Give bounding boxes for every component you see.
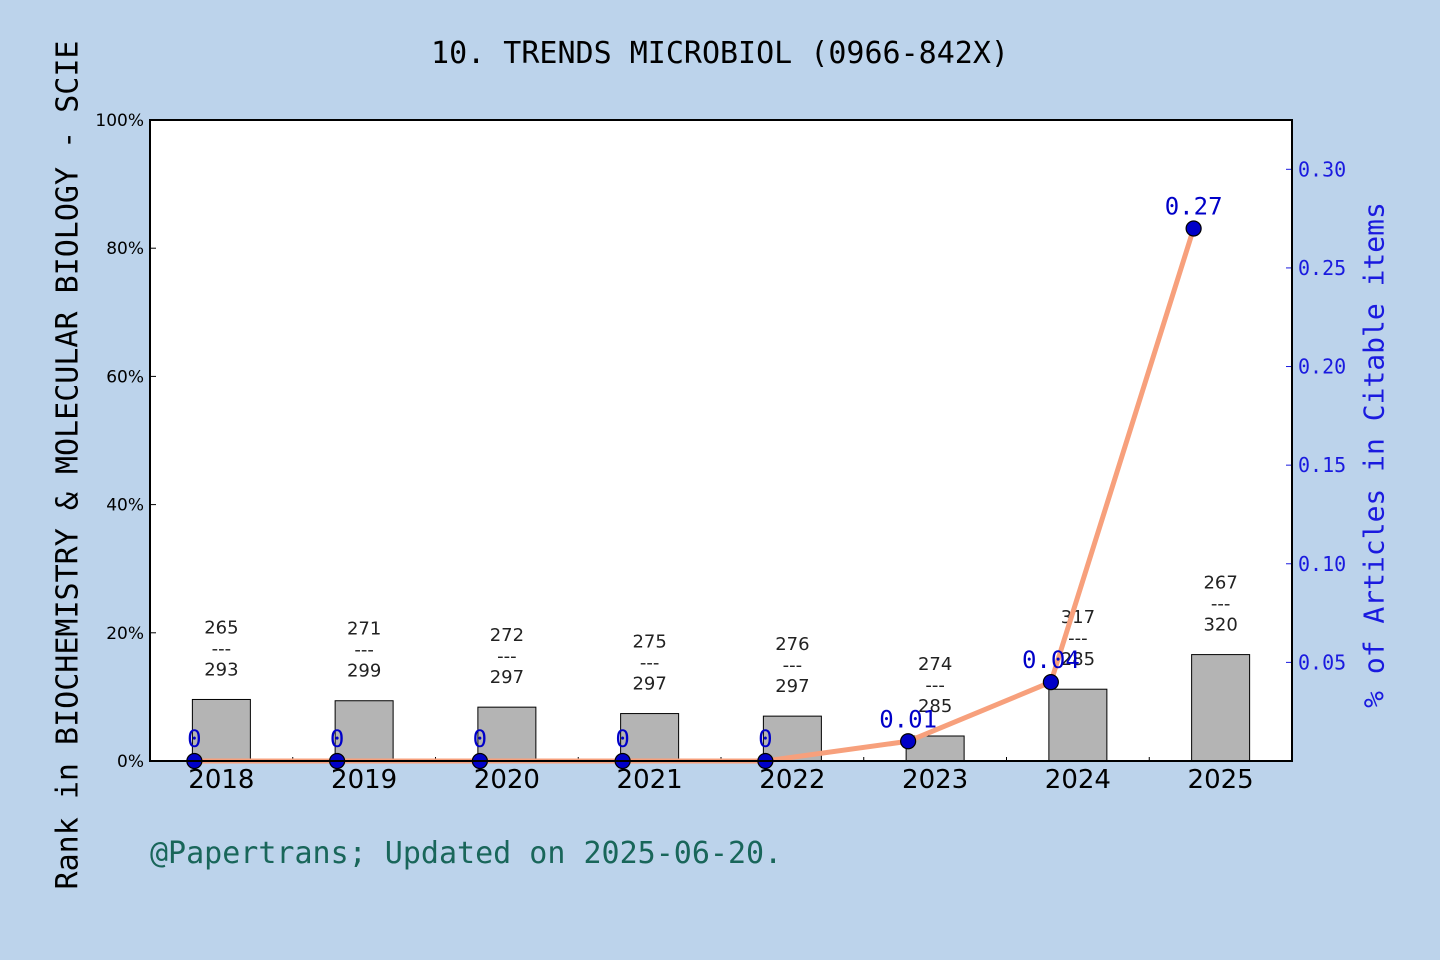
total-label: 285 <box>918 696 952 717</box>
rank-divider: --- <box>212 638 232 659</box>
left-tick-label: 60% <box>106 367 144 387</box>
rank-label: 276 <box>775 634 809 655</box>
plot-frame <box>149 119 1293 762</box>
rank-bar <box>334 700 394 762</box>
rank-bar <box>191 698 251 762</box>
total-label: 320 <box>1203 615 1237 636</box>
left-tick-label: 100% <box>95 111 144 131</box>
left-tick-label: 0% <box>117 752 144 772</box>
rank-divider: --- <box>925 675 945 696</box>
x-tick-label: 2020 <box>474 765 540 795</box>
rank-bar <box>1048 688 1108 762</box>
line-point <box>1042 674 1059 691</box>
rank-label: 267 <box>1203 573 1237 594</box>
rank-divider: --- <box>1211 594 1231 615</box>
rank-label: 275 <box>632 632 666 653</box>
x-tick-label: 2021 <box>617 765 683 795</box>
rank-divider: --- <box>354 640 374 661</box>
right-tick-label: 0.20 <box>1298 355 1346 379</box>
line-value-label: 0 <box>758 725 772 753</box>
rank-label: 317 <box>1061 607 1095 628</box>
line-value-label: 0.04 <box>1022 646 1080 674</box>
line-point <box>900 733 917 750</box>
rank-divider: --- <box>1068 628 1088 649</box>
rank-bar <box>477 706 537 762</box>
total-label: 299 <box>347 661 381 682</box>
footer-note: @Papertrans; Updated on 2025-06-20. <box>150 836 783 871</box>
line-value-label: 0.27 <box>1165 192 1223 220</box>
right-tick-label: 0.10 <box>1298 552 1346 576</box>
left-axis-label: Rank in BIOCHEMISTRY & MOLECULAR BIOLOGY… <box>50 40 86 890</box>
rank-label: 265 <box>204 617 238 638</box>
rank-label: 272 <box>490 625 524 646</box>
left-tick-label: 40% <box>106 496 144 516</box>
rank-divider: --- <box>783 655 803 676</box>
right-tick-label: 0.30 <box>1298 157 1346 181</box>
plot-area <box>150 120 1292 761</box>
total-label: 285 <box>1061 649 1095 670</box>
right-tick-label: 0.15 <box>1298 453 1346 477</box>
right-tick-label: 0.25 <box>1298 256 1346 280</box>
total-label: 297 <box>632 674 666 695</box>
x-tick-label: 2025 <box>1188 765 1254 795</box>
line-point <box>1185 220 1202 237</box>
right-tick-label: 0.05 <box>1298 650 1346 674</box>
chart-title: 10. TRENDS MICROBIOL (0966-842X) <box>431 36 1009 71</box>
rank-label: 274 <box>918 654 952 675</box>
rank-divider: --- <box>640 653 660 674</box>
x-tick-label: 2022 <box>759 765 825 795</box>
left-tick-label: 80% <box>106 239 144 259</box>
line-value-label: 0 <box>473 725 487 753</box>
x-tick-label: 2018 <box>188 765 254 795</box>
line-value-label: 0 <box>330 725 344 753</box>
rank-divider: --- <box>497 646 517 667</box>
rank-label: 271 <box>347 619 381 640</box>
x-tick-label: 2024 <box>1045 765 1111 795</box>
line-value-label: 0.01 <box>879 705 937 733</box>
total-label: 297 <box>490 667 524 688</box>
rank-bar <box>1191 654 1251 762</box>
x-tick-label: 2019 <box>331 765 397 795</box>
line-value-label: 0 <box>615 725 629 753</box>
total-label: 293 <box>204 659 238 680</box>
left-tick-label: 20% <box>106 624 144 644</box>
line-value-label: 0 <box>187 725 201 753</box>
right-axis-label: % of Articles in Citable items <box>1357 202 1391 708</box>
x-tick-label: 2023 <box>902 765 968 795</box>
total-label: 297 <box>775 676 809 697</box>
